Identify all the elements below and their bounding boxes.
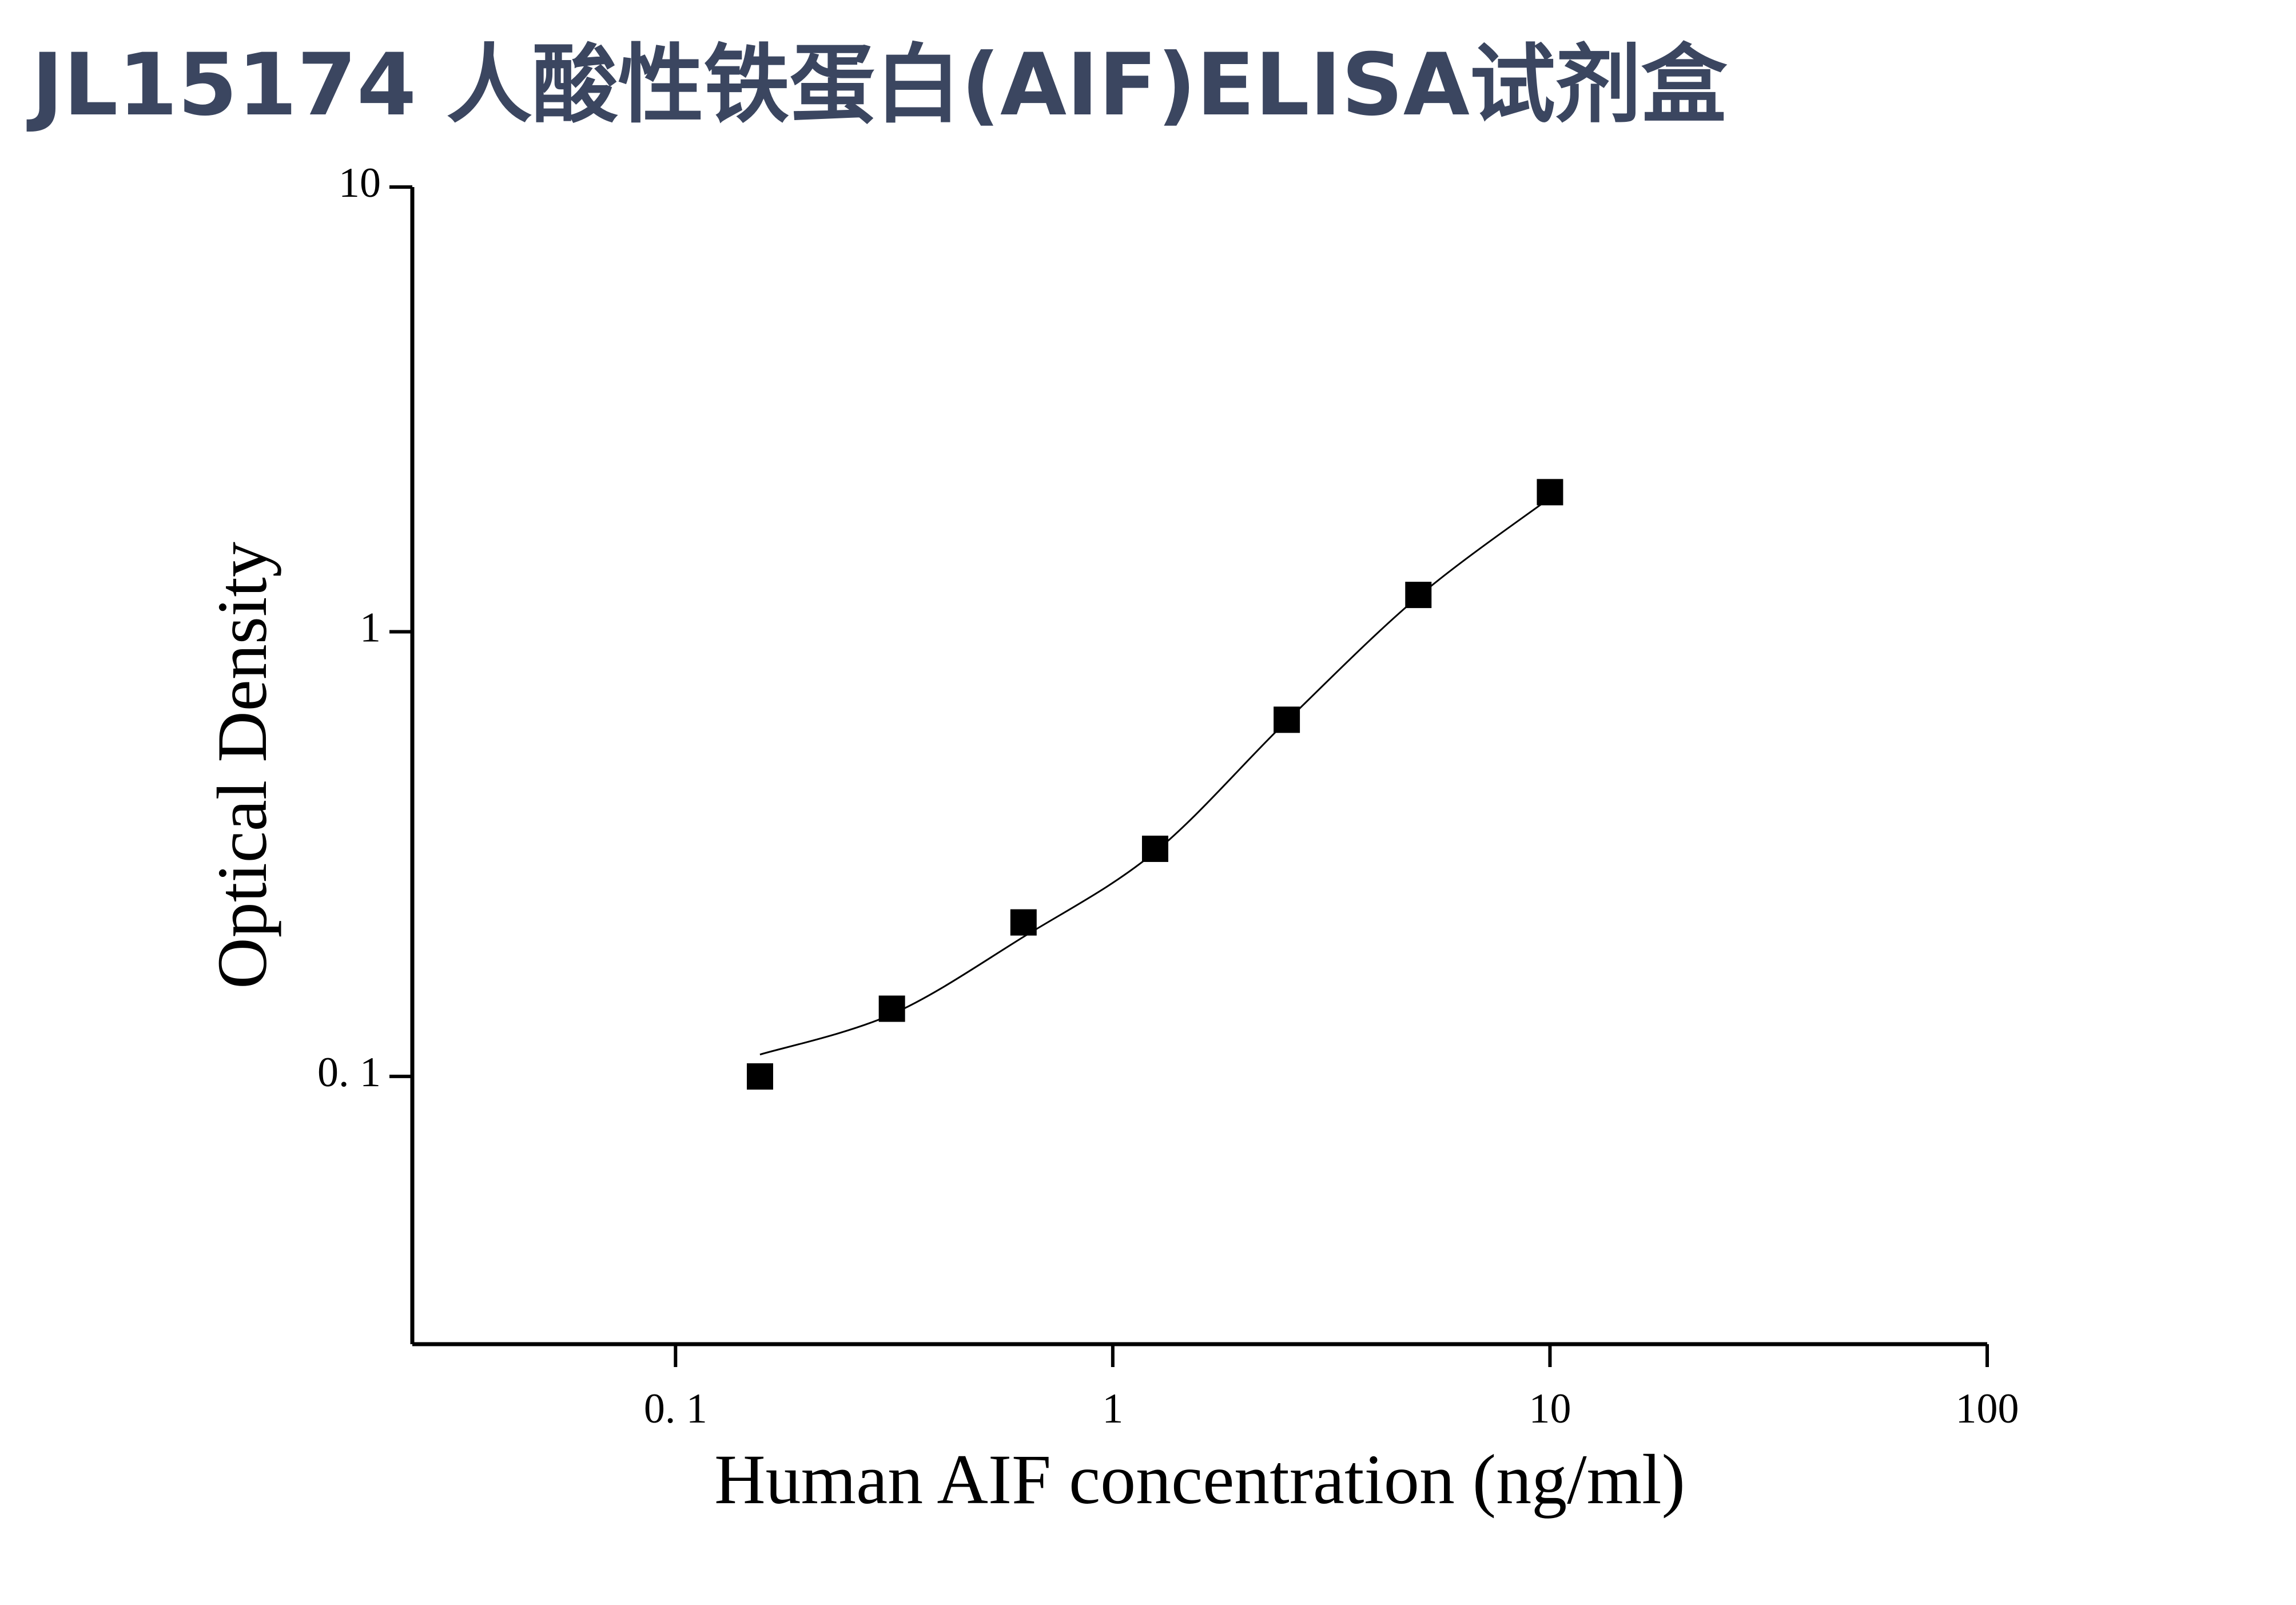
- x-tick-label: 0. 1: [644, 1385, 707, 1432]
- x-axis-title: Human AIF concentration (ng/ml): [714, 1440, 1685, 1519]
- y-tick-label: 1: [360, 604, 381, 651]
- y-axis-title: Optical Density: [203, 542, 281, 989]
- data-point: [746, 1063, 773, 1090]
- y-tick-label: 0. 1: [317, 1049, 381, 1096]
- data-point: [1141, 835, 1168, 862]
- chart-title: JL15174 人酸性铁蛋白(AIF)ELISA试剂盒: [26, 35, 1728, 135]
- x-tick-label: 10: [1529, 1385, 1571, 1432]
- x-tick-label: 1: [1102, 1385, 1123, 1432]
- fit-curve: [759, 497, 1551, 1056]
- data-point: [1537, 479, 1563, 506]
- y-tick-label: 10: [339, 160, 381, 206]
- x-tick-label: 100: [1956, 1385, 2019, 1432]
